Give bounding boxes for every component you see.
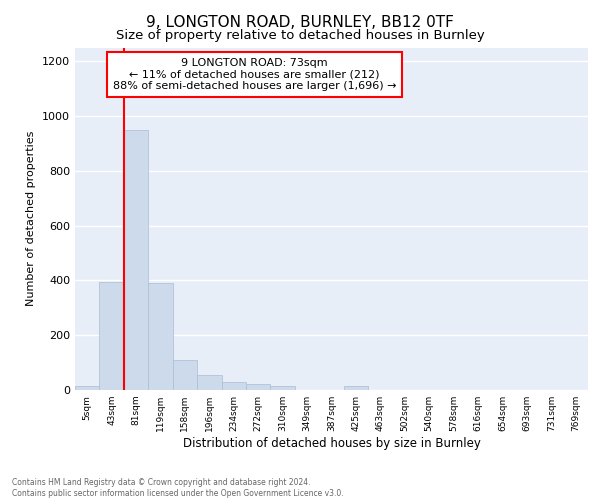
Bar <box>271 386 295 390</box>
Bar <box>197 375 221 390</box>
Text: 9, LONGTON ROAD, BURNLEY, BB12 0TF: 9, LONGTON ROAD, BURNLEY, BB12 0TF <box>146 15 454 30</box>
Bar <box>173 360 197 390</box>
Text: 9 LONGTON ROAD: 73sqm
← 11% of detached houses are smaller (212)
88% of semi-det: 9 LONGTON ROAD: 73sqm ← 11% of detached … <box>113 58 396 91</box>
Bar <box>100 282 124 390</box>
Text: Size of property relative to detached houses in Burnley: Size of property relative to detached ho… <box>116 29 484 42</box>
Bar <box>124 130 148 390</box>
Y-axis label: Number of detached properties: Number of detached properties <box>26 131 37 306</box>
Text: Contains HM Land Registry data © Crown copyright and database right 2024.
Contai: Contains HM Land Registry data © Crown c… <box>12 478 344 498</box>
Bar <box>75 386 100 390</box>
Bar <box>246 384 271 390</box>
Bar <box>148 283 173 390</box>
Bar <box>221 382 246 390</box>
Bar <box>344 386 368 390</box>
X-axis label: Distribution of detached houses by size in Burnley: Distribution of detached houses by size … <box>182 437 481 450</box>
